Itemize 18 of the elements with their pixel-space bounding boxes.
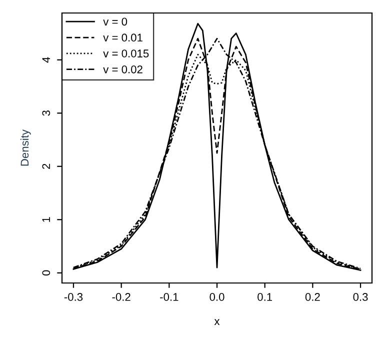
y-tick-label: 3 bbox=[42, 110, 50, 116]
y-tick-label: 4 bbox=[42, 57, 50, 63]
legend-label: v = 0.02 bbox=[103, 65, 142, 74]
legend-label: v = 0.01 bbox=[103, 34, 142, 42]
y-axis-title: Density bbox=[20, 129, 31, 166]
x-tick-label: -0.2 bbox=[112, 293, 130, 301]
x-tick-label: 0.1 bbox=[258, 293, 272, 301]
x-tick-label: 0.3 bbox=[353, 293, 368, 301]
y-tick-label: 1 bbox=[42, 217, 50, 222]
y-tick-label: 0 bbox=[42, 270, 50, 276]
x-tick-label: 0.0 bbox=[210, 293, 224, 301]
x-tick-label: 0.2 bbox=[305, 293, 320, 301]
x-tick-label: -0.3 bbox=[64, 293, 83, 301]
legend-label: v = 0.015 bbox=[103, 50, 149, 58]
x-axis-title: x bbox=[214, 319, 220, 326]
y-tick-label: 2 bbox=[42, 164, 50, 169]
legend-label: v = 0 bbox=[103, 18, 128, 26]
x-tick-label: -0.1 bbox=[160, 293, 178, 301]
